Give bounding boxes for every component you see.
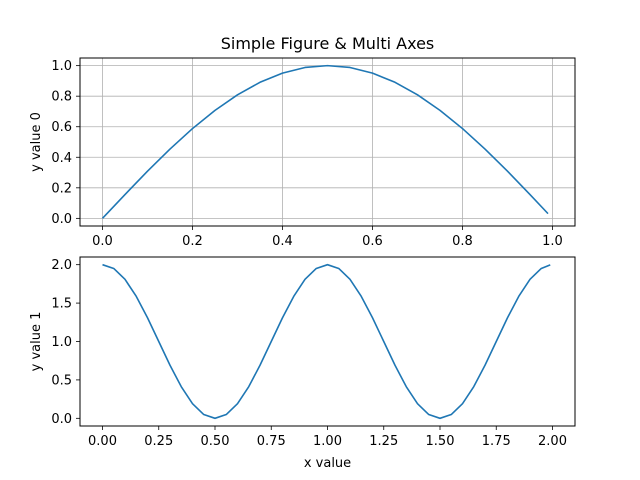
y-tick-label: 0.4	[51, 151, 72, 166]
series-line-top	[101, 64, 549, 219]
x-tick-label: 0.50	[201, 434, 230, 449]
y-tick-label: 0.6	[51, 120, 72, 135]
x-tick-label: 2.00	[538, 434, 567, 449]
y-tick-label: 2.0	[51, 258, 72, 273]
figure-title: Simple Figure & Multi Axes	[221, 34, 435, 53]
x-tick-label: 1.75	[482, 434, 511, 449]
y-tick-label: 0.8	[51, 90, 72, 105]
x-tick-label: 0.00	[88, 434, 117, 449]
y-tick-label: 0.0	[51, 412, 72, 427]
x-tick-label: 0.2	[182, 234, 203, 249]
y-tick-label: 1.5	[51, 297, 72, 312]
x-tick-label: 1.0	[542, 234, 563, 249]
y-tick-label: 1.0	[51, 59, 72, 74]
y-tick-label: 1.0	[51, 335, 72, 350]
y-tick-label: 0.2	[51, 181, 72, 196]
ticks-bottom: 0.00 0.25 0.50 0.75 1.00 1.25 1.50 1.75 2.00 0.0 0…	[51, 258, 567, 449]
x-tick-label: 0.0	[92, 234, 113, 249]
x-tick-label: 0.75	[257, 434, 286, 449]
axes-frame-bottom	[79, 256, 576, 427]
series-line-bottom	[102, 263, 551, 420]
x-tick-label: 0.8	[452, 234, 473, 249]
y-tick-label: 0.0	[51, 212, 72, 227]
axes-top: 0.0 0.2 0.4 0.6 0.8 1.0 0.0 0.2 0.4 0.6 0.8 1.0 y v…	[29, 57, 576, 249]
x-tick-label: 1.00	[313, 434, 342, 449]
ticks-top: 0.0 0.2 0.4 0.6 0.8 1.0 0.0 0.2 0.4 0.6 0.8 1.0	[51, 59, 563, 249]
y-tick-label: 0.5	[51, 373, 72, 388]
axes-bottom: 0.00 0.25 0.50 0.75 1.00 1.25 1.50 1.75 2.00 0.0 0…	[29, 256, 576, 471]
x-tick-label: 0.25	[144, 434, 173, 449]
x-tick-label: 0.4	[272, 234, 293, 249]
y-axis-label-top: y value 0	[29, 112, 44, 172]
x-axis-label: x value	[304, 456, 351, 471]
x-tick-label: 0.6	[362, 234, 383, 249]
y-axis-label-bottom: y value 1	[29, 312, 44, 372]
axes-frame-top	[79, 57, 576, 227]
x-tick-label: 1.25	[369, 434, 398, 449]
x-tick-label: 1.50	[426, 434, 455, 449]
